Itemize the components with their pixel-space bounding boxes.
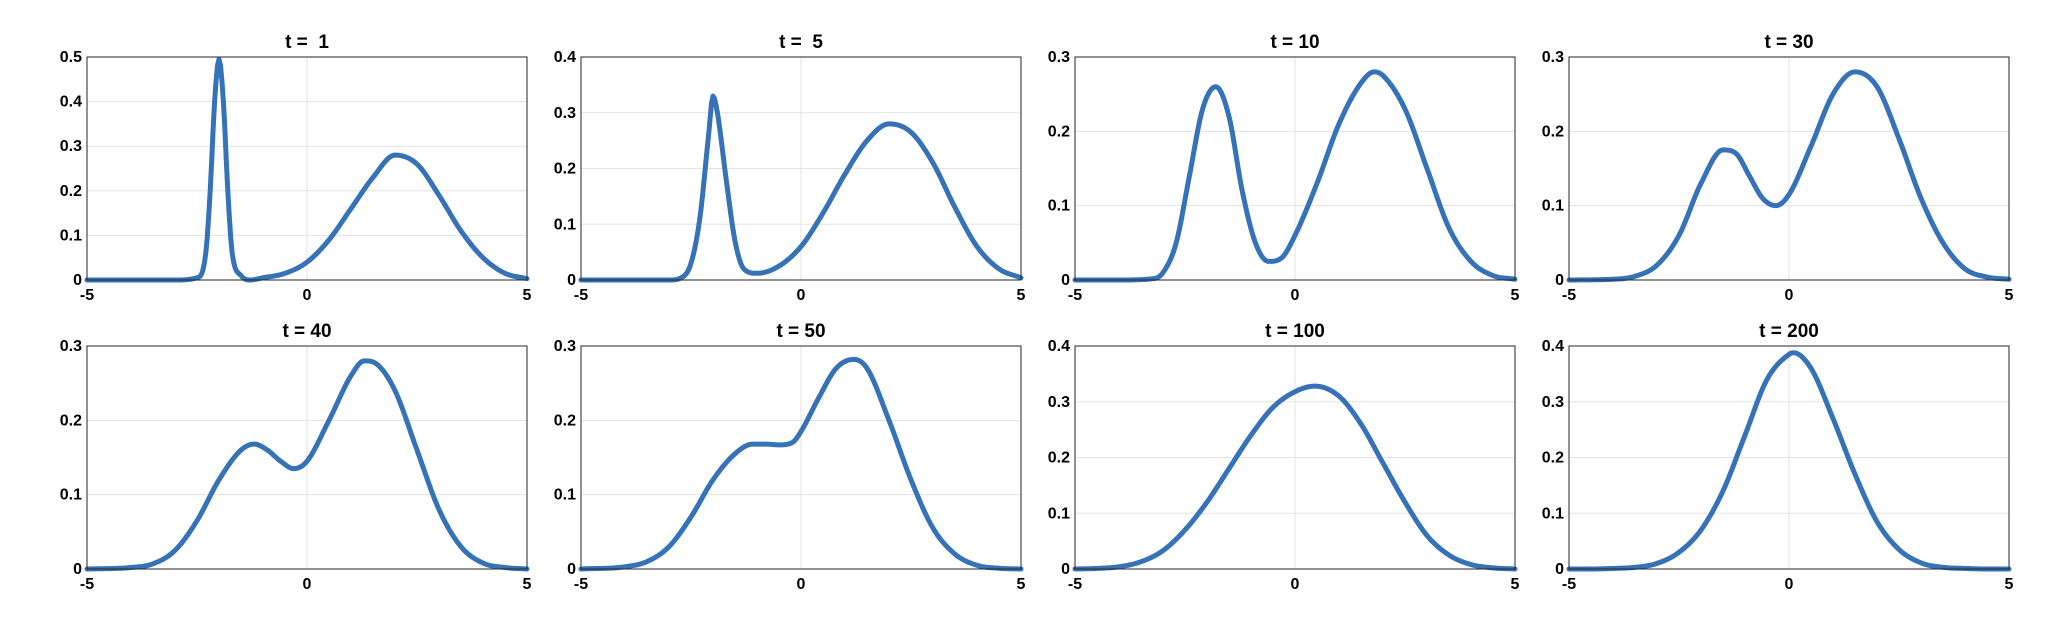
y-tick-label: 0 bbox=[1555, 561, 1564, 578]
subplot-3: 00.10.20.3-5 0 5t = 10 bbox=[1048, 32, 1520, 304]
y-tick-label: 0 bbox=[567, 272, 576, 289]
density-curve bbox=[1072, 383, 1518, 572]
x-tick-label: 0 bbox=[797, 576, 806, 593]
x-tick-label: -5 bbox=[80, 287, 94, 304]
axes-box bbox=[86, 345, 528, 570]
x-tick-label: 5 bbox=[1511, 576, 1520, 593]
x-tick-label: 0 bbox=[1291, 287, 1300, 304]
x-tick-label: -5 bbox=[1562, 576, 1576, 593]
x-tick-label: 0 bbox=[797, 287, 806, 304]
density-curve bbox=[1566, 69, 2012, 283]
x-tick-label: -5 bbox=[574, 287, 588, 304]
x-tick-label: -5 bbox=[80, 576, 94, 593]
grid bbox=[1569, 57, 2009, 280]
x-tick-label: 0 bbox=[303, 287, 312, 304]
grid bbox=[581, 57, 1021, 280]
y-tick-label: 0.1 bbox=[554, 216, 576, 233]
density-curve bbox=[84, 358, 530, 572]
y-tick-label: 0.2 bbox=[1542, 450, 1564, 467]
axes-box bbox=[1074, 56, 1516, 281]
subplot-2: 00.10.20.30.4-5 0 5t = 5 bbox=[554, 32, 1026, 304]
grid bbox=[87, 57, 527, 280]
y-tick-label: 0.3 bbox=[60, 138, 82, 155]
x-tick-label: -5 bbox=[1068, 287, 1082, 304]
subplot-title: t = 100 bbox=[1265, 321, 1325, 342]
y-tick-label: 0 bbox=[1555, 272, 1564, 289]
x-tick-label: 5 bbox=[1017, 576, 1026, 593]
subplot-title: t = 40 bbox=[282, 321, 331, 342]
y-tick-label: 0.3 bbox=[554, 338, 576, 355]
y-tick-label: 0.2 bbox=[554, 161, 576, 178]
x-tick-label: 5 bbox=[1511, 287, 1520, 304]
y-tick-label: 0 bbox=[567, 561, 576, 578]
x-tick-label: 5 bbox=[2005, 576, 2014, 593]
y-tick-label: 0 bbox=[73, 272, 82, 289]
y-tick-label: 0.3 bbox=[554, 105, 576, 122]
subplot-4: 00.10.20.3-5 0 5t = 30 bbox=[1542, 32, 2014, 304]
x-tick-label: -5 bbox=[574, 576, 588, 593]
y-tick-label: 0.1 bbox=[554, 487, 576, 504]
subplot-title: t = 1 bbox=[285, 32, 329, 53]
subplot-6: 00.10.20.3-5 0 5t = 50 bbox=[554, 321, 1026, 593]
grid bbox=[1569, 346, 2009, 569]
density-curve bbox=[1072, 69, 1518, 283]
x-tick-label: 5 bbox=[2005, 287, 2014, 304]
y-tick-label: 0.4 bbox=[554, 49, 576, 66]
density-curve bbox=[578, 356, 1024, 572]
y-tick-label: 0.2 bbox=[60, 183, 82, 200]
grid bbox=[581, 346, 1021, 569]
y-tick-label: 0 bbox=[1061, 272, 1070, 289]
x-tick-label: 5 bbox=[523, 287, 532, 304]
density-curve bbox=[1566, 350, 2012, 572]
axes-box bbox=[1568, 345, 2010, 570]
y-tick-label: 0.1 bbox=[1048, 198, 1070, 215]
axes-box bbox=[1074, 345, 1516, 570]
x-tick-label: -5 bbox=[1068, 576, 1082, 593]
y-tick-label: 0.1 bbox=[60, 227, 82, 244]
y-tick-label: 0.4 bbox=[1542, 338, 1564, 355]
subplot-7: 00.10.20.30.4-5 0 5t = 100 bbox=[1048, 321, 1520, 593]
x-tick-label: 0 bbox=[1785, 576, 1794, 593]
subplot-title: t = 200 bbox=[1759, 321, 1819, 342]
y-tick-label: 0.2 bbox=[1048, 123, 1070, 140]
subplot-title: t = 50 bbox=[776, 321, 825, 342]
x-tick-label: -5 bbox=[1562, 287, 1576, 304]
subplot-title: t = 5 bbox=[779, 32, 823, 53]
axes-box bbox=[1568, 56, 2010, 281]
x-tick-label: 5 bbox=[523, 576, 532, 593]
x-tick-label: 0 bbox=[303, 576, 312, 593]
x-tick-label: 5 bbox=[1017, 287, 1026, 304]
y-tick-label: 0.1 bbox=[1542, 198, 1564, 215]
y-tick-label: 0.3 bbox=[1542, 49, 1564, 66]
y-tick-label: 0.2 bbox=[1048, 450, 1070, 467]
subplot-title: t = 10 bbox=[1270, 32, 1319, 53]
y-tick-label: 0.3 bbox=[1542, 394, 1564, 411]
axes-box bbox=[580, 345, 1022, 570]
y-tick-label: 0.1 bbox=[1048, 505, 1070, 522]
y-tick-label: 0.3 bbox=[1048, 49, 1070, 66]
y-tick-label: 0.3 bbox=[60, 338, 82, 355]
grid bbox=[1075, 346, 1515, 569]
y-tick-label: 0.1 bbox=[60, 487, 82, 504]
axes-box bbox=[580, 56, 1022, 281]
y-tick-label: 0.3 bbox=[1048, 394, 1070, 411]
y-tick-label: 0.5 bbox=[60, 49, 82, 66]
y-tick-label: 0.4 bbox=[60, 94, 82, 111]
y-tick-label: 0.2 bbox=[60, 412, 82, 429]
subplot-1: 00.10.20.30.40.5-5 0 5t = 1 bbox=[60, 32, 532, 304]
subplot-5: 00.10.20.3-5 0 5t = 40 bbox=[60, 321, 532, 593]
x-tick-label: 0 bbox=[1291, 576, 1300, 593]
subplot-8: 00.10.20.30.4-5 0 5t = 200 bbox=[1542, 321, 2014, 593]
y-tick-label: 0.1 bbox=[1542, 505, 1564, 522]
y-tick-label: 0.2 bbox=[554, 412, 576, 429]
y-tick-label: 0 bbox=[73, 561, 82, 578]
grid bbox=[1075, 57, 1515, 280]
y-tick-label: 0.2 bbox=[1542, 123, 1564, 140]
y-tick-label: 0.4 bbox=[1048, 338, 1070, 355]
subplot-title: t = 30 bbox=[1764, 32, 1813, 53]
y-tick-label: 0 bbox=[1061, 561, 1070, 578]
x-tick-label: 0 bbox=[1785, 287, 1794, 304]
axes-box bbox=[86, 56, 528, 281]
